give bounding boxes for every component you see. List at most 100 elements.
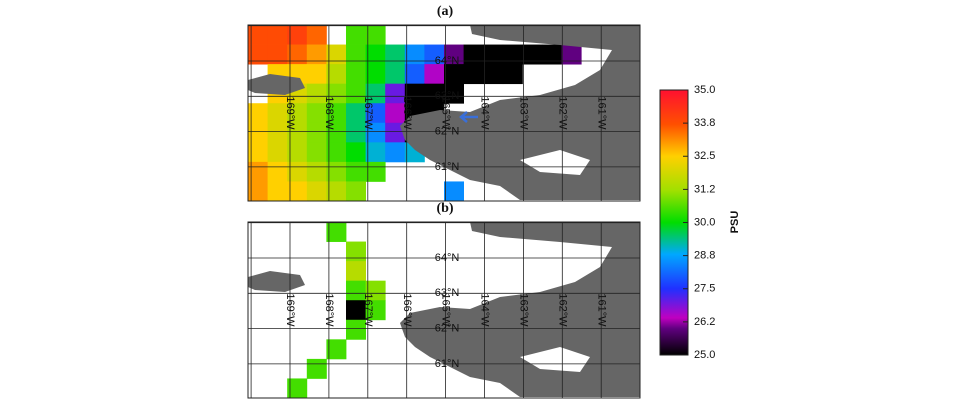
salinity-cell — [306, 142, 327, 163]
salinity-cell — [385, 122, 406, 143]
lat-label: 63°N — [435, 90, 460, 102]
colorbar-tick-label: 27.5 — [694, 283, 715, 295]
salinity-cell — [346, 300, 366, 321]
salinity-cell — [444, 181, 464, 201]
salinity-cell — [306, 83, 327, 104]
salinity-cell — [404, 64, 425, 85]
salinity-cell — [346, 44, 366, 65]
salinity-cell — [326, 44, 347, 65]
salinity-cell — [287, 103, 308, 124]
salinity-cell — [346, 83, 366, 104]
colorbar-title: PSU — [729, 211, 741, 234]
lon-label: 162°W — [556, 96, 568, 130]
colorbar-tick-label: 30.0 — [694, 216, 715, 228]
salinity-cell — [365, 25, 386, 45]
salinity-cell — [267, 142, 288, 163]
lon-label: 165°W — [440, 96, 452, 130]
lat-label: 61°N — [435, 358, 460, 370]
lon-label: 167°W — [362, 293, 374, 327]
salinity-cell — [444, 83, 464, 104]
salinity-cell — [561, 44, 582, 65]
salinity-cell — [326, 64, 347, 85]
salinity-cell — [502, 64, 523, 85]
salinity-cell — [267, 25, 288, 45]
salinity-cell — [267, 44, 288, 65]
salinity-cell — [365, 103, 386, 124]
salinity-cell — [306, 358, 327, 379]
salinity-cell — [444, 64, 464, 85]
salinity-cell — [463, 44, 484, 65]
salinity-cell — [267, 181, 288, 201]
salinity-cell — [385, 142, 406, 163]
colorbar-tick-label: 31.2 — [694, 183, 715, 195]
salinity-cell — [306, 44, 327, 65]
colorbar-tick-label: 32.5 — [694, 150, 715, 162]
panel-label: (a) — [437, 4, 454, 19]
salinity-cell — [385, 64, 406, 85]
salinity-cell — [248, 25, 268, 45]
lon-label: 161°W — [595, 96, 607, 130]
colorbar-tick-label: 26.2 — [694, 316, 715, 328]
lat-label: 63°N — [435, 287, 460, 299]
lon-label: 161°W — [595, 293, 607, 327]
arrow — [459, 111, 478, 123]
salinity-cell — [346, 261, 366, 282]
map-frame — [247, 24, 641, 202]
salinity-cell — [346, 161, 366, 182]
lon-label: 169°W — [284, 293, 296, 327]
lon-label: 164°W — [479, 293, 491, 327]
colorbar-tick-label: 35.0 — [694, 84, 715, 96]
salinity-cell — [306, 161, 327, 182]
colorbar-tick-label: 33.8 — [694, 117, 715, 129]
salinity-cell — [385, 83, 406, 104]
lon-label: 168°W — [323, 293, 335, 327]
salinity-cell — [346, 181, 366, 201]
colorbar-tick-label: 28.8 — [694, 250, 715, 262]
lat-label: 61°N — [435, 161, 460, 173]
salinity-cell — [287, 44, 308, 65]
salinity-cell — [365, 64, 386, 85]
salinity-cell — [463, 64, 484, 85]
salinity-cell — [502, 44, 523, 65]
salinity-cell — [248, 103, 268, 124]
salinity-cell — [542, 44, 562, 65]
salinity-cell — [306, 64, 327, 85]
salinity-cell — [444, 44, 464, 65]
salinity-cell — [424, 44, 445, 65]
salinity-cell — [326, 161, 347, 182]
lon-label: 163°W — [517, 293, 529, 327]
salinity-cell — [483, 64, 504, 85]
salinity-cell — [424, 64, 445, 85]
lat-label: 62°N — [435, 323, 460, 335]
salinity-cell — [346, 319, 366, 340]
salinity-cell — [248, 122, 268, 143]
lat-label: 62°N — [435, 126, 460, 138]
salinity-cell — [404, 83, 425, 104]
salinity-cell — [287, 142, 308, 163]
salinity-cell — [326, 103, 347, 124]
salinity-cell — [385, 44, 406, 65]
salinity-cell — [326, 142, 347, 163]
lon-label: 168°W — [323, 96, 335, 130]
salinity-cell — [365, 300, 386, 321]
salinity-cell — [287, 122, 308, 143]
salinity-cell — [365, 161, 386, 182]
salinity-cell — [365, 83, 386, 104]
salinity-cell — [346, 280, 366, 301]
salinity-cell — [306, 122, 327, 143]
salinity-cell — [404, 44, 425, 65]
salinity-cell — [346, 142, 366, 163]
lon-label: 169°W — [284, 96, 296, 130]
salinity-cell — [326, 339, 347, 360]
salinity-cell — [365, 122, 386, 143]
salinity-cell — [248, 181, 268, 201]
salinity-cell — [385, 103, 406, 124]
lat-label: 64°N — [435, 55, 460, 67]
salinity-cell — [287, 378, 308, 398]
panel-label: (b) — [436, 201, 453, 216]
salinity-cell — [346, 25, 366, 45]
lon-label: 166°W — [401, 96, 413, 130]
lon-label: 165°W — [440, 293, 452, 327]
salinity-cell — [306, 25, 327, 45]
salinity-cell — [326, 83, 347, 104]
